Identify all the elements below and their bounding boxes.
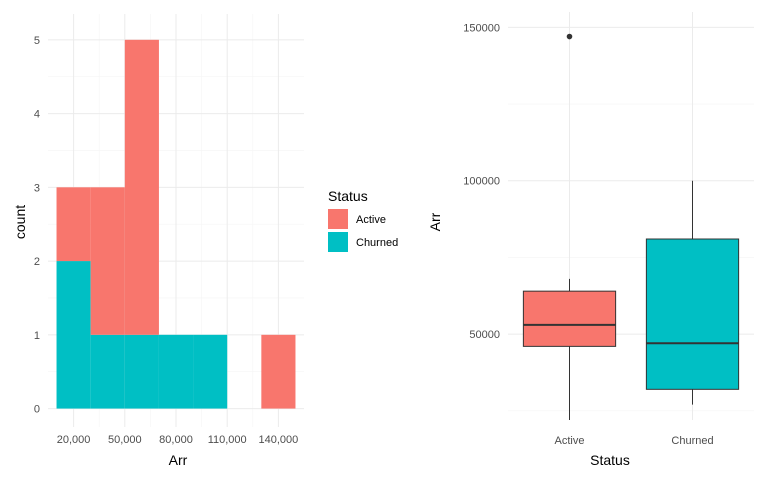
histogram-y-tick-label: 2	[34, 256, 40, 268]
histogram-y-tick-label: 0	[34, 404, 40, 416]
histogram-y-axis-title: count	[12, 205, 28, 239]
histogram-y-tick-label: 4	[34, 109, 40, 121]
legend-label-active: Active	[356, 214, 386, 226]
histogram-y-tick-label: 5	[34, 35, 40, 47]
legend-key-active	[328, 209, 348, 229]
histogram-bar-active	[56, 187, 91, 262]
boxplot-outlier-active	[566, 33, 573, 40]
boxplot-box-active	[522, 290, 617, 347]
histogram-chart: 20,000 50,000 80,000 110,000 140,000 012345 …	[12, 14, 304, 468]
boxplot-y-tick-label: 100000	[463, 176, 500, 188]
legend: Status Active Churned	[328, 188, 398, 252]
boxplot-box-churned	[645, 238, 740, 390]
histogram-x-tick-label: 140,000	[259, 434, 299, 446]
boxplot-y-tick-label: 150000	[463, 22, 500, 34]
histogram-y-tick-label: 1	[34, 330, 40, 342]
histogram-bar-active	[124, 39, 159, 335]
boxplot-y-tick-label: 50000	[469, 329, 500, 341]
histogram-y-ticks: 0 1 2 3 4 5	[34, 35, 40, 416]
legend-label-churned: Churned	[356, 237, 398, 249]
histogram-x-tick-label: 20,000	[57, 434, 91, 446]
boxplot-x-tick-label: Active	[555, 435, 585, 447]
boxplot-y-axis-title: Arr	[427, 212, 443, 231]
histogram-bar-churned	[90, 334, 125, 409]
boxplot-marks	[522, 33, 740, 420]
histogram-x-axis-title: Arr	[169, 452, 188, 468]
histogram-bar-churned	[193, 334, 228, 409]
boxplot-x-tick-label: Churned	[671, 435, 713, 447]
boxplot-x-ticks: Active Churned	[555, 435, 714, 447]
histogram-bar-active	[261, 334, 296, 409]
histogram-x-tick-label: 50,000	[108, 434, 142, 446]
histogram-x-tick-label: 110,000	[208, 434, 247, 446]
legend-key-churned	[328, 232, 348, 252]
boxplot-chart: Active Churned 50000 100000 150000 Status A…	[427, 12, 754, 468]
boxplot-y-ticks: 50000 100000 150000	[463, 22, 500, 341]
boxplot-x-axis-title: Status	[590, 452, 630, 468]
histogram-bar-churned	[158, 334, 194, 409]
histogram-x-ticks: 20,000 50,000 80,000 110,000 140,000	[57, 434, 299, 446]
histogram-bar-churned	[124, 334, 159, 409]
histogram-y-tick-label: 3	[34, 182, 40, 194]
histogram-bar-active	[90, 187, 125, 335]
histogram-bars	[56, 39, 296, 409]
legend-title: Status	[328, 188, 368, 204]
histogram-x-tick-label: 80,000	[159, 434, 193, 446]
histogram-bar-churned	[56, 261, 91, 409]
